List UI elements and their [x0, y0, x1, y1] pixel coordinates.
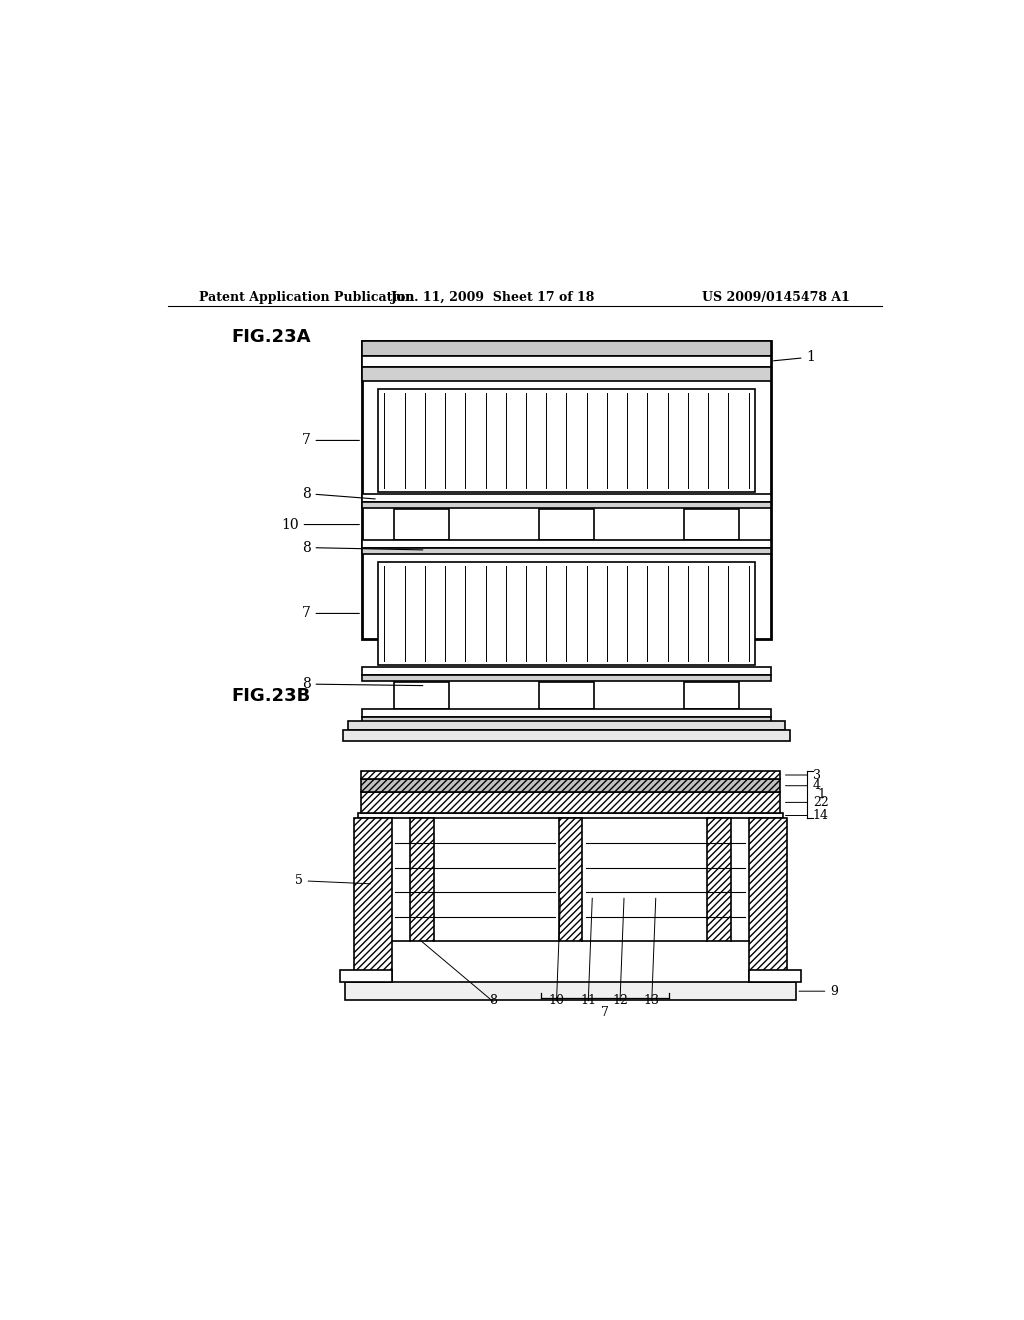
Bar [558, 818, 583, 941]
Text: 10: 10 [281, 517, 359, 532]
Bar [684, 682, 739, 709]
Bar [360, 792, 780, 813]
Text: 12: 12 [612, 994, 628, 1007]
Bar [348, 721, 785, 730]
Bar [358, 813, 782, 818]
Text: 1: 1 [773, 350, 815, 364]
Text: 13: 13 [644, 994, 659, 1007]
Bar [362, 367, 771, 381]
Text: 11: 11 [581, 994, 596, 1007]
Text: 14: 14 [785, 809, 828, 822]
Bar [362, 675, 771, 681]
Bar [708, 818, 731, 941]
Text: 7: 7 [302, 433, 359, 447]
Bar [362, 548, 771, 554]
Bar [362, 502, 771, 508]
Bar [362, 355, 771, 367]
Bar [684, 510, 739, 540]
Bar [362, 667, 771, 675]
Bar [345, 982, 797, 1001]
Bar [394, 682, 450, 709]
Text: 22: 22 [785, 796, 828, 809]
Text: Jun. 11, 2009  Sheet 17 of 18: Jun. 11, 2009 Sheet 17 of 18 [391, 292, 595, 304]
Bar [362, 717, 771, 723]
Bar [394, 510, 450, 540]
Bar [539, 682, 594, 709]
Bar [539, 510, 594, 540]
Bar [749, 970, 801, 982]
Text: 3: 3 [785, 768, 821, 781]
Bar [362, 540, 771, 548]
Bar [362, 494, 771, 502]
Text: 8: 8 [489, 994, 497, 1007]
Bar [343, 730, 790, 742]
Bar [360, 771, 780, 779]
Bar [362, 342, 771, 639]
Bar [354, 818, 392, 982]
Text: 7: 7 [601, 1006, 609, 1019]
Text: 8: 8 [302, 677, 423, 692]
Text: 1: 1 [817, 788, 825, 801]
Text: US 2009/0145478 A1: US 2009/0145478 A1 [702, 292, 850, 304]
Bar [749, 818, 786, 982]
Bar [378, 389, 755, 492]
Bar [410, 818, 433, 941]
Text: 7: 7 [302, 606, 359, 620]
Text: 8: 8 [302, 541, 423, 554]
Bar [362, 342, 771, 355]
Text: FIG.23B: FIG.23B [231, 686, 310, 705]
Text: 5: 5 [295, 874, 371, 887]
Bar [360, 779, 780, 792]
Text: FIG.23A: FIG.23A [231, 329, 310, 346]
Bar [362, 709, 771, 717]
Text: 8: 8 [302, 487, 375, 500]
Text: 9: 9 [799, 985, 839, 998]
Bar [340, 970, 392, 982]
Text: 4: 4 [785, 779, 821, 792]
Text: Patent Application Publication: Patent Application Publication [200, 292, 415, 304]
Bar [378, 562, 755, 665]
Text: 10: 10 [549, 994, 564, 1007]
